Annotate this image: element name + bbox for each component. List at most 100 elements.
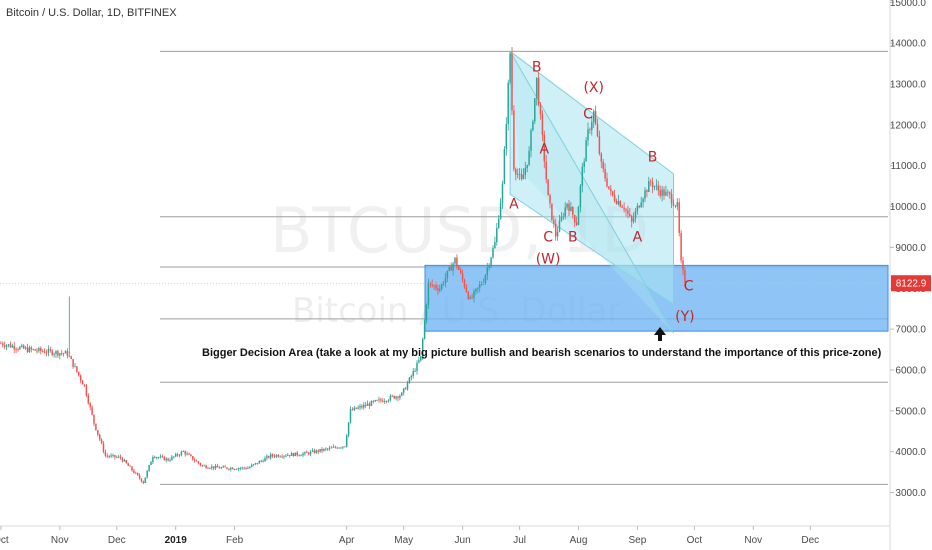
candle-body <box>140 478 143 482</box>
candle-body <box>437 288 439 291</box>
candle-body <box>209 468 211 469</box>
candle-body <box>78 371 80 376</box>
candle-body <box>167 458 169 461</box>
candle-body <box>602 161 604 169</box>
candle-body <box>522 174 525 180</box>
candle-body <box>203 465 205 467</box>
candle-body <box>97 430 99 435</box>
channel-polygon <box>509 50 674 306</box>
candle-body <box>361 406 363 408</box>
candle-body <box>275 455 278 457</box>
candle-body <box>40 348 42 351</box>
candle-body <box>556 231 559 237</box>
candle-body <box>300 455 302 457</box>
candle-body <box>218 467 221 469</box>
candle-body <box>634 211 637 219</box>
candle-body <box>182 451 185 453</box>
candle-body <box>87 395 90 404</box>
wave-label: B <box>532 60 542 76</box>
candle-body <box>176 454 179 456</box>
candle-body <box>440 283 443 289</box>
candle-body <box>672 203 675 206</box>
candle-body <box>307 452 310 455</box>
candle-body <box>28 347 31 352</box>
candle-body <box>165 458 167 461</box>
candle-body <box>456 257 458 267</box>
candle-body <box>64 351 67 354</box>
candle-body <box>416 362 418 371</box>
candle-body <box>49 349 52 351</box>
candle-body <box>366 403 369 406</box>
candle-body <box>585 140 587 162</box>
candle-body <box>231 467 234 470</box>
candle-body <box>520 173 523 180</box>
candle-body <box>638 205 641 208</box>
candle-body <box>106 455 109 457</box>
candle-body <box>507 82 509 125</box>
candle-body <box>480 284 483 285</box>
x-tick-label: Sep <box>629 535 647 546</box>
candle-body <box>186 453 188 455</box>
candle-body <box>676 202 679 207</box>
candle-body <box>596 124 599 137</box>
candle-body <box>70 356 72 360</box>
candle-body <box>178 455 181 456</box>
last-price-label: 8122.9 <box>896 279 927 290</box>
candle-body <box>642 198 644 203</box>
candle-body <box>114 455 116 458</box>
candle-body <box>541 114 544 135</box>
wave-label: B <box>568 229 578 245</box>
candle-body <box>66 351 69 356</box>
candle-body <box>674 205 677 207</box>
candle-body <box>374 400 376 402</box>
candle-body <box>636 205 639 212</box>
candle-body <box>402 388 405 393</box>
candle-body <box>640 202 642 208</box>
candle-body <box>632 218 635 222</box>
candle-body <box>401 392 403 396</box>
candle-body <box>317 450 319 452</box>
candle-body <box>663 189 665 196</box>
candle-body <box>551 203 553 221</box>
candle-body <box>572 207 574 216</box>
candle-body <box>154 457 156 458</box>
x-tick-label: May <box>394 535 413 546</box>
candle-body <box>621 206 623 208</box>
candle-body <box>24 347 27 349</box>
candle-body <box>262 460 264 462</box>
x-tick-label: Oct <box>0 535 9 546</box>
last-price-tag: 8122.9 <box>0 275 931 292</box>
candle-body <box>173 456 175 458</box>
candle-body <box>43 351 46 353</box>
candle-body <box>277 455 280 457</box>
candle-body <box>496 227 498 243</box>
candle-body <box>395 396 397 399</box>
candle-body <box>465 287 468 293</box>
candle-body <box>526 164 528 169</box>
candle-body <box>304 452 306 454</box>
candle-body <box>211 466 213 469</box>
x-tick-label: Dec <box>801 535 819 546</box>
candle-body <box>471 297 473 299</box>
candle-body <box>475 288 477 292</box>
candle-body <box>573 215 576 223</box>
candle-body <box>241 467 243 469</box>
candle-body <box>653 186 656 188</box>
candle-body <box>355 407 357 409</box>
candle-body <box>256 463 259 464</box>
candle-body <box>239 468 242 469</box>
candle-body <box>600 153 603 162</box>
candle-body <box>583 161 585 167</box>
candle-body <box>617 201 620 204</box>
candle-body <box>133 470 135 473</box>
candle-body <box>486 267 489 276</box>
candle-body <box>404 388 407 390</box>
wave-label: C <box>684 278 694 294</box>
x-tick-label: 2019 <box>165 535 188 546</box>
candle-body <box>171 456 173 460</box>
candle-body <box>629 213 631 216</box>
candle-body <box>359 406 361 408</box>
candle-body <box>47 349 50 353</box>
candle-body <box>646 190 648 193</box>
